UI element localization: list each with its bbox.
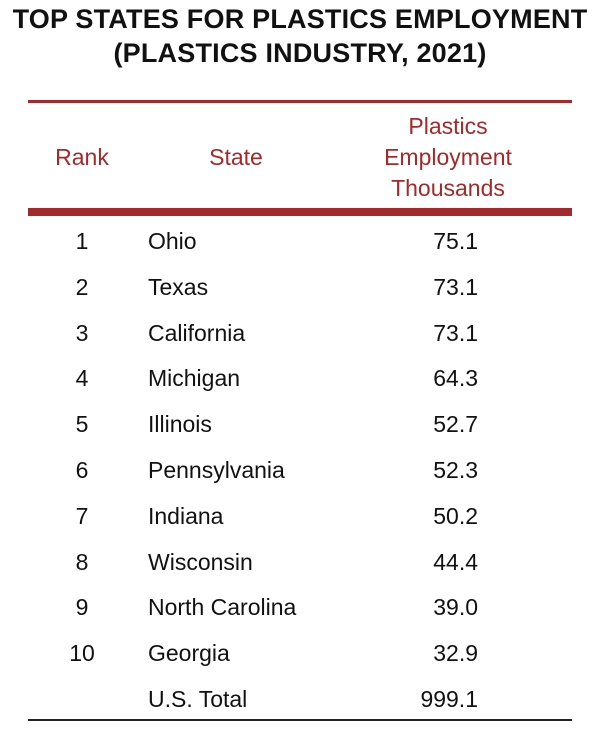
value-cell: 64.3 [433,365,478,392]
table-row: 4 Michigan 64.3 [0,363,600,409]
header-employment-line: Thousands [391,175,505,201]
table-row: 5 Illinois 52.7 [0,409,600,455]
value-cell: 73.1 [433,319,478,346]
header-state: State [209,144,263,170]
rank-cell: 3 [75,319,89,346]
value-cell: 73.1 [433,273,478,300]
rank-cell: 8 [75,548,89,575]
header-employment: Plastics Employment Thousands [358,111,538,204]
rank-cell: 7 [75,502,89,529]
state-cell: Illinois [148,411,212,438]
chart-title: TOP STATES FOR PLASTICS EMPLOYMENT (PLAS… [0,2,600,70]
state-cell: Michigan [148,365,241,392]
state-cell: U.S. Total [148,686,248,712]
state-cell: Georgia [148,640,230,667]
table-row: 9 North Carolina 39.0 [0,592,600,638]
title-line-2: (PLASTICS INDUSTRY, 2021) [113,38,487,68]
value-cell: 52.3 [433,457,478,483]
table-row: 1 Ohio 75.1 [0,226,600,272]
value-cell: 50.2 [433,502,478,529]
rank-cell: 9 [75,594,89,621]
rank-cell: 1 [75,228,89,254]
header-employment-line: Employment [384,144,512,170]
value-cell: 75.1 [433,228,478,254]
state-cell: Texas [148,273,209,300]
header-employment-line: Plastics [408,113,488,139]
value-cell: 52.7 [433,411,478,438]
table-row: U.S. Total 999.1 [0,684,600,730]
rank-cell: 10 [69,640,95,667]
state-cell: Ohio [148,228,197,254]
title-line-1: TOP STATES FOR PLASTICS EMPLOYMENT [12,4,588,34]
rank-cell: 2 [75,273,89,300]
state-cell: California [148,319,246,346]
value-cell: 999.1 [420,686,478,712]
state-cell: Wisconsin [148,548,253,575]
state-cell: North Carolina [148,594,297,621]
table-row: 3 California 73.1 [0,318,600,364]
value-cell: 39.0 [433,594,478,621]
value-cell: 44.4 [433,548,478,575]
state-cell: Pennsylvania [148,457,285,483]
table-row: 7 Indiana 50.2 [0,501,600,547]
table-row: 2 Texas 73.1 [0,272,600,318]
bottom-rule [28,719,572,721]
rank-cell: 5 [75,411,89,438]
rank-cell: 6 [75,457,89,483]
header-rank: Rank [55,144,109,170]
table-row: 8 Wisconsin 44.4 [0,547,600,593]
top-rule [28,100,572,103]
header-rule [28,208,572,216]
table-row: 6 Pennsylvania 52.3 [0,455,600,501]
state-cell: Indiana [148,502,224,529]
value-cell: 32.9 [433,640,478,667]
rank-cell: 4 [75,365,89,392]
table-row: 10 Georgia 32.9 [0,638,600,684]
